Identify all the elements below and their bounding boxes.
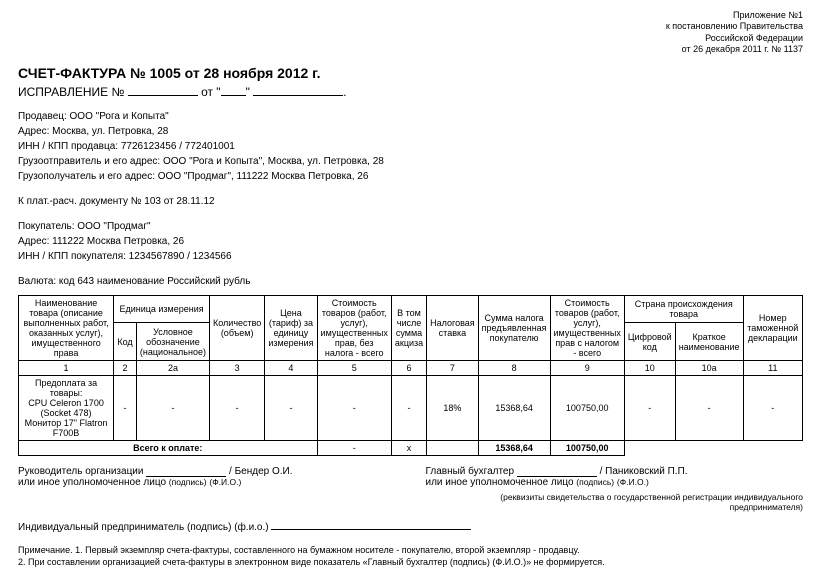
row-c5: - [317, 376, 391, 441]
row-c8: 15368,64 [478, 376, 550, 441]
row-c4: - [265, 376, 317, 441]
head-name: / Бендер О.И. [229, 466, 292, 477]
hdr-c10a: Краткое наименование [675, 323, 743, 361]
table-row: Предоплата за товары: CPU Celeron 1700 (… [19, 376, 803, 441]
annex-l2: к постановлению Правительства [18, 21, 803, 32]
ip-line: Индивидуальный предприниматель (подпись)… [18, 522, 803, 533]
row-c10a: - [675, 376, 743, 441]
hint-fio-1: (Ф.И.О.) [209, 477, 241, 487]
correction-day [221, 95, 246, 96]
invoice-table: Наименование товара (описание выполненны… [18, 295, 803, 456]
total-c5: - [317, 441, 391, 456]
ip-blank [271, 529, 471, 530]
row-c7: 18% [427, 376, 479, 441]
hdr-c5: Стоимость товаров (работ, услуг), имущес… [317, 296, 391, 361]
correction-from: от [201, 85, 213, 99]
row-c11: - [743, 376, 802, 441]
num-c4: 4 [265, 361, 317, 376]
buyer-addr: Адрес: 111222 Москва Петровка, 26 [18, 234, 803, 249]
row-name: Предоплата за товары: CPU Celeron 1700 (… [19, 376, 114, 441]
ip-label: Индивидуальный предприниматель (подпись)… [18, 522, 269, 533]
row-c9: 100750,00 [550, 376, 624, 441]
hdr-c9: Стоимость товаров (работ, услуг), имущес… [550, 296, 624, 361]
hdr-c2grp: Единица измерения [114, 296, 210, 323]
hdr-c2: Код [114, 323, 137, 361]
currency-line: Валюта: код 643 наименование Российский … [18, 274, 803, 289]
hdr-c6: В том числе сумма акциза [391, 296, 426, 361]
row-c10: - [624, 376, 675, 441]
hdr-c1: Наименование товара (описание выполненны… [19, 296, 114, 361]
num-c2a: 2а [136, 361, 209, 376]
receiver-line: Грузополучатель и его адрес: ООО "Продма… [18, 169, 803, 184]
row-c3: - [209, 376, 264, 441]
total-blank [624, 441, 802, 456]
hdr-c10: Цифровой код [624, 323, 675, 361]
head-label: Руководитель организации [18, 466, 143, 477]
or-person-2: или иное уполномоченное лицо [426, 477, 574, 488]
sender-line: Грузоотправитель и его адрес: ООО "Рога … [18, 154, 803, 169]
hint-fio-2: (Ф.И.О.) [617, 477, 649, 487]
hint-sig-2: (подпись) [576, 477, 614, 487]
num-c1: 1 [19, 361, 114, 376]
annex-l3: Российской Федерации [18, 33, 803, 44]
total-row: Всего к оплате: - х 15368,64 100750,00 [19, 441, 803, 456]
seller-line: Продавец: ООО "Рога и Копыта" [18, 109, 803, 124]
total-c8: 15368,64 [478, 441, 550, 456]
paydoc-line: К плат.-расч. документу № 103 от 28.11.1… [18, 194, 803, 209]
correction-month [253, 95, 343, 96]
correction-num-blank [128, 95, 198, 96]
hdr-c3: Количество (объем) [209, 296, 264, 361]
accountant-name: / Паниковский П.П. [600, 466, 688, 477]
buyer-innkpp: ИНН / КПП покупателя: 1234567890 / 12345… [18, 249, 803, 264]
num-c6: 6 [391, 361, 426, 376]
num-c11: 11 [743, 361, 802, 376]
invoice-title: СЧЕТ-ФАКТУРА № 1005 от 28 ноября 2012 г. [18, 65, 803, 81]
total-c7 [427, 441, 479, 456]
total-c6: х [391, 441, 426, 456]
seller-addr: Адрес: Москва, ул. Петровка, 28 [18, 124, 803, 139]
annex-l1: Приложение №1 [18, 10, 803, 21]
num-c8: 8 [478, 361, 550, 376]
row-c2: - [114, 376, 137, 441]
footnote: Примечание. 1. Первый экземпляр счета-фа… [18, 545, 803, 568]
correction-label: ИСПРАВЛЕНИЕ № [18, 85, 124, 99]
buyer-line: Покупатель: ООО "Продмаг" [18, 219, 803, 234]
row-c2a: - [136, 376, 209, 441]
num-c9: 9 [550, 361, 624, 376]
hdr-c2a: Условное обозначение (национальное) [136, 323, 209, 361]
total-label: Всего к оплате: [19, 441, 318, 456]
hdr-c10grp: Страна происхождения товара [624, 296, 743, 323]
accountant-label: Главный бухгалтер [426, 466, 515, 477]
num-c5: 5 [317, 361, 391, 376]
seller-innkpp: ИНН / КПП продавца: 7726123456 / 7724010… [18, 139, 803, 154]
num-c7: 7 [427, 361, 479, 376]
num-c3: 3 [209, 361, 264, 376]
sign-head-block: Руководитель организации / Бендер О.И. и… [18, 466, 396, 512]
num-c10a: 10а [675, 361, 743, 376]
ip-hint: (реквизиты свидетельства о государственн… [426, 492, 804, 512]
total-c9: 100750,00 [550, 441, 624, 456]
num-c2: 2 [114, 361, 137, 376]
num-c10: 10 [624, 361, 675, 376]
sign-accountant-block: Главный бухгалтер / Паниковский П.П. или… [426, 466, 804, 512]
hdr-c7: Налоговая ставка [427, 296, 479, 361]
annex-note: Приложение №1 к постановлению Правительс… [18, 10, 803, 55]
or-person-1: или иное уполномоченное лицо [18, 477, 166, 488]
correction-line: ИСПРАВЛЕНИЕ № от "" . [18, 85, 803, 99]
hdr-c8: Сумма налога предъявленная покупателю [478, 296, 550, 361]
row-c6: - [391, 376, 426, 441]
hdr-c4: Цена (тариф) за единицу измерения [265, 296, 317, 361]
hdr-c11: Номер таможенной декларации [743, 296, 802, 361]
hint-sig-1: (подпись) [169, 477, 207, 487]
annex-l4: от 26 декабря 2011 г. № 1137 [18, 44, 803, 55]
